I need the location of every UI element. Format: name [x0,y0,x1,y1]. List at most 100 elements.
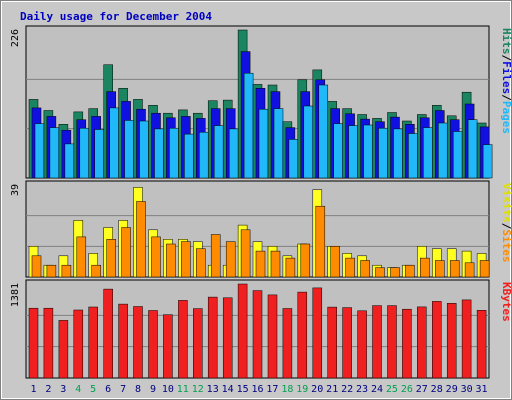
panel-visits-background [25,180,490,278]
bar-traffic-pages-24 [378,127,388,179]
bar-visits-sites-18 [285,257,296,278]
bar-kbytes-kbytes-20 [312,287,323,379]
panel-kbytes-right-label-part: KBytes [500,282,512,322]
panel-traffic-right-label: Hits/Files/Pages [500,28,512,134]
bar-kbytes-kbytes-5 [88,306,98,379]
bar-traffic-pages-29 [452,131,463,179]
panel-kbytes-ymax-label: 1381 [10,283,21,307]
bar-traffic-pages-7 [124,120,134,179]
chart-title: Daily usage for December 2004 [20,10,212,23]
bar-visits-sites-12 [196,248,206,278]
bar-visits-sites-28 [435,260,445,278]
bar-kbytes-kbytes-1 [28,307,39,379]
bar-kbytes-kbytes-19 [297,291,308,379]
bar-visits-sites-21 [330,246,340,278]
bar-visits-sites-29 [449,260,460,278]
bar-kbytes-kbytes-29 [446,303,457,379]
panel-visits-right-label: Visits/Sites [500,183,512,263]
x-label-13: 13 [207,384,219,395]
bar-kbytes-kbytes-21 [327,306,337,379]
bar-kbytes-kbytes-13 [207,296,218,379]
x-label-30: 30 [461,384,473,395]
bar-traffic-pages-16 [258,108,269,179]
bar-traffic-pages-14 [228,128,239,179]
x-label-28: 28 [431,384,443,395]
x-label-1: 1 [30,384,36,395]
bar-kbytes-kbytes-17 [267,294,278,379]
panel-traffic-right-label-part: / [500,55,512,62]
x-label-11: 11 [177,384,189,395]
x-label-6: 6 [105,384,111,395]
bar-visits-sites-27 [420,257,430,278]
x-label-12: 12 [192,384,204,395]
bar-visits-sites-17 [270,250,281,278]
x-label-4: 4 [75,384,81,395]
x-label-14: 14 [222,384,234,395]
bar-traffic-pages-23 [363,124,373,179]
x-label-9: 9 [150,384,156,395]
bar-visits-sites-2 [46,264,57,278]
x-label-21: 21 [326,384,338,395]
bar-traffic-pages-1 [34,123,45,179]
bar-kbytes-kbytes-25 [387,305,397,379]
x-label-15: 15 [237,384,249,395]
bar-kbytes-kbytes-10 [163,314,173,379]
bar-traffic-pages-5 [94,129,104,179]
bar-visits-sites-26 [405,264,415,278]
bar-visits-sites-11 [181,241,191,278]
bar-traffic-pages-9 [154,128,164,179]
bar-kbytes-kbytes-30 [461,299,472,379]
bar-visits-sites-15 [240,229,251,278]
bar-kbytes-kbytes-11 [178,300,188,379]
panel-kbytes: 1381 KBytes [10,279,512,379]
x-label-29: 29 [446,384,458,395]
x-label-18: 18 [281,384,293,395]
panel-visits: 39 Visits/Sites [10,180,512,278]
x-label-25: 25 [386,384,398,395]
bar-traffic-pages-20 [318,84,329,179]
bar-kbytes-kbytes-24 [372,305,382,379]
bar-traffic-pages-30 [467,119,478,179]
bar-visits-sites-16 [255,250,266,278]
x-label-5: 5 [90,384,96,395]
bar-visits-sites-3 [61,264,72,278]
bar-visits-sites-19 [300,243,311,278]
bar-traffic-pages-22 [348,125,358,179]
bar-kbytes-kbytes-16 [252,290,263,379]
bar-traffic-pages-31 [482,144,493,179]
x-label-19: 19 [296,384,308,395]
x-label-23: 23 [356,384,368,395]
bar-kbytes-kbytes-31 [476,310,487,379]
x-label-24: 24 [371,384,383,395]
panel-traffic-right-label-part: / [500,94,512,101]
bar-visits-sites-9 [151,236,161,278]
bar-traffic-pages-21 [333,123,343,179]
x-label-3: 3 [60,384,66,395]
x-label-7: 7 [120,384,126,395]
bar-traffic-pages-17 [273,108,284,179]
x-label-26: 26 [401,384,413,395]
bar-visits-sites-1 [31,255,42,278]
bar-visits-sites-14 [225,241,236,278]
bar-visits-sites-24 [375,267,385,278]
x-label-8: 8 [135,384,141,395]
bar-traffic-pages-12 [199,131,209,179]
bar-visits-sites-31 [479,260,490,278]
bar-traffic-pages-19 [303,105,314,179]
bar-traffic-pages-26 [408,133,418,179]
x-axis-labels: 1 2 3 4 5 6 7 8 9 10 11 12 13 14 15 16 17 18 19 20 21 22 23 24 2… [30,384,487,395]
bar-visits-sites-13 [210,234,221,278]
panel-kbytes-right-label: KBytes [500,282,512,322]
panel-traffic: 226 Hits/Files/Pages [10,25,512,179]
x-label-17: 17 [266,384,278,395]
bar-traffic-pages-28 [438,122,448,179]
bar-kbytes-kbytes-2 [43,307,54,379]
bar-kbytes-kbytes-4 [73,309,84,379]
bar-kbytes-kbytes-12 [193,308,203,379]
bar-traffic-pages-27 [423,127,433,179]
panel-traffic-right-label-part: Pages [500,101,512,134]
bar-visits-sites-25 [390,267,400,278]
